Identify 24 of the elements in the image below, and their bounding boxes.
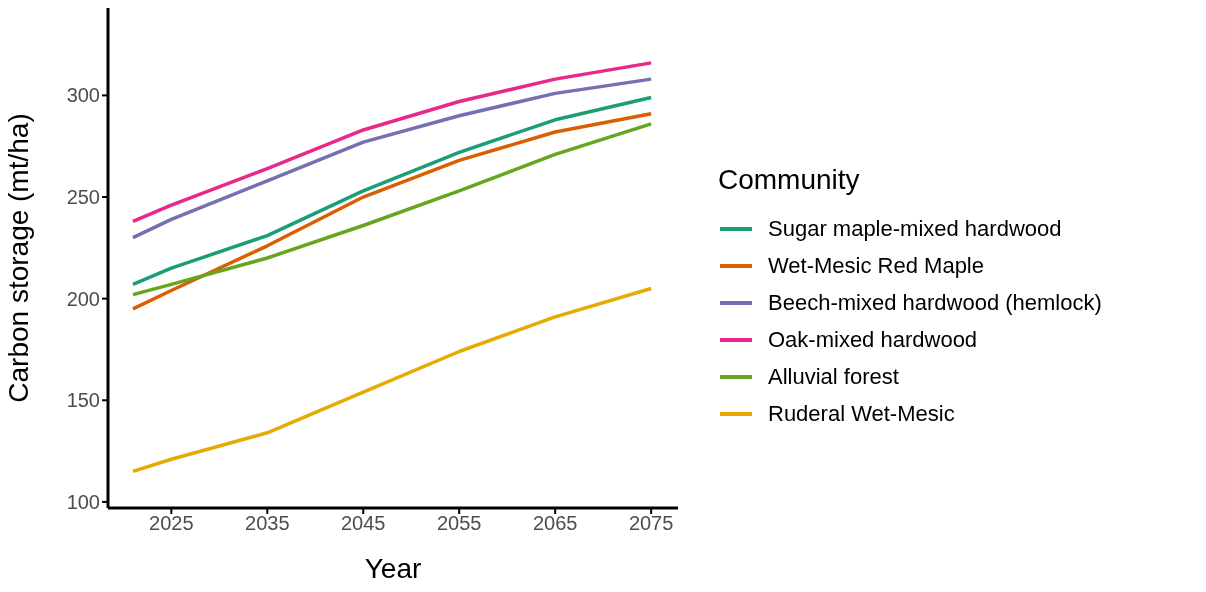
legend-label: Oak-mixed hardwood xyxy=(768,326,978,353)
y-tick-label: 150 xyxy=(66,389,100,412)
line-series xyxy=(131,77,653,240)
legend-label: Ruderal Wet-Mesic xyxy=(768,400,955,427)
legend-label: Sugar maple-mixed hardwood xyxy=(768,215,1062,242)
x-tick-label: 2045 xyxy=(341,512,386,535)
y-tick-label: 100 xyxy=(66,491,100,513)
line-series xyxy=(131,286,653,474)
line-series xyxy=(131,61,653,224)
y-tick-label: 200 xyxy=(66,287,100,310)
x-tick-label: 2055 xyxy=(436,512,482,535)
legend-label: Alluvial forest xyxy=(768,363,899,390)
legend-label: Wet-Mesic Red Maple xyxy=(768,252,984,279)
y-tick-label: 250 xyxy=(66,186,100,209)
line-series xyxy=(131,95,653,287)
legend-title: Community xyxy=(718,164,861,196)
x-tick-label: 2065 xyxy=(532,512,578,535)
x-tick-label: 2035 xyxy=(245,512,290,535)
x-tick-label: 2025 xyxy=(149,512,194,535)
y-axis-title: Carbon storage (mt/ha) xyxy=(2,113,34,403)
y-tick-label: 300 xyxy=(66,84,100,107)
x-tick-label: 2075 xyxy=(628,512,674,535)
x-axis-title: Year xyxy=(364,553,422,584)
legend-label: Beech-mixed hardwood (hemlock) xyxy=(768,289,1102,316)
